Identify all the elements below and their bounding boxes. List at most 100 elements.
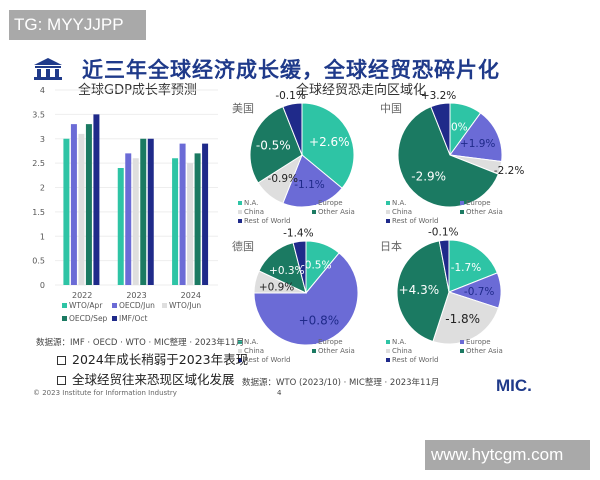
pie-data-label: -1.8% [445,312,480,326]
pie-data-label: +3.2% [421,90,456,102]
legend-swatch [386,358,390,362]
pie-slice-rest-of-world [430,102,451,156]
legend-label: Other Asia [318,208,355,216]
pie-data-label: +0.3% [269,265,304,277]
bar-oecd-sep-2023 [140,138,147,285]
legend-label: Rest of World [244,217,291,225]
bar-oecd-jun-2023 [125,153,132,285]
legend-swatch [460,340,464,344]
legend-swatch [460,349,464,353]
gdp-bar-chart: 0 0.5 1 1.5 2 2.5 3 3.5 4 2022 2023 2024 WTO/Apr OECD… [32,86,218,323]
legend-label: OECD/Sep [69,314,108,323]
legend-label: OECD/Jun [119,301,155,310]
legend-label: China [392,208,412,216]
copyright: © 2023 Institute for Information Industr… [33,389,177,397]
legend-label: IMF/Oct [119,314,148,323]
legend-swatch [312,349,316,353]
pie-data-label: -0.7% [464,286,494,298]
legend-label: Europe [466,338,491,346]
page-title: 近三年全球经济成长缓，全球经贸恐碎片化 [82,58,500,82]
bar-oecd-sep-2022 [85,124,92,285]
bar-wto-apr-2022 [63,138,70,285]
legend-label: Europe [318,199,343,207]
legend-swatch [312,201,316,205]
pie-title: 日本 [380,239,402,253]
pie-data-label: +4.3% [399,283,440,297]
pie-data-label: -2.9% [411,169,446,183]
legend-swatch [238,358,242,362]
legend-swatch [62,303,67,308]
pie-title: 中国 [380,102,402,115]
checkbox-icon [57,376,66,385]
pie-data-label: 0% [451,121,468,133]
legend-swatch [162,303,167,308]
y-tick-label: 4 [40,86,45,95]
legend-swatch [112,303,117,308]
pie-data-label: -0.1% [428,226,458,238]
bar-wto-jun-2023 [132,158,139,285]
pie-title: 德国 [232,239,254,253]
legend-swatch [386,340,390,344]
bar-oecd-jun-2024 [179,143,186,285]
legend-swatch [386,219,390,223]
bar-wto-jun-2022 [78,133,85,285]
legend-swatch [460,201,464,205]
x-tick-label: 2022 [72,291,92,300]
bar-wto-apr-2024 [172,158,179,285]
legend-label: N.A. [392,199,406,207]
pie-slice-rest-of-world [438,239,450,293]
legend-swatch [112,316,117,321]
pie-data-label: +2.6% [309,135,350,149]
pie-slice-rest-of-world [282,102,303,156]
legend-label: Other Asia [466,347,503,355]
legend-label: Rest of World [244,356,291,364]
bar-wto-jun-2024 [187,163,194,285]
legend-swatch [460,210,464,214]
bullet-text: 全球经贸往来恐现区域化发展 [72,372,235,387]
bar-oecd-jun-2022 [70,124,77,285]
pie-data-label: -2.2% [494,165,524,177]
legend-label: N.A. [244,338,258,346]
legend-label: Rest of World [392,356,439,364]
legend-swatch [386,349,390,353]
pie-data-label: +0.8% [299,313,340,327]
checkbox-icon [57,356,66,365]
pie-slice-n-a- [301,102,355,189]
bar-imf-oct-2023 [147,138,154,285]
pie-slice-other-asia [397,106,499,208]
bullet-text: 2024年成长稍弱于2023年表现 [72,352,249,367]
pie-0 [249,102,355,208]
legend-label: WTO/Apr [69,301,103,310]
legend-swatch [312,340,316,344]
legend-label: N.A. [244,199,258,207]
right-source: 数据源：WTO (2023/10) · MIC整理 · 2023年11月 [242,378,440,388]
legend-label: N.A. [392,338,406,346]
bar-oecd-sep-2024 [194,153,201,285]
y-tick-label: 1.5 [32,208,45,217]
pie-slice-europe [449,112,503,163]
pie-data-label: -0.5% [301,260,331,272]
pie-data-label: -0.5% [256,139,291,153]
legend-swatch [386,210,390,214]
legend-swatch [238,201,242,205]
legend-label: Other Asia [466,208,503,216]
y-tick-label: 2 [40,184,45,193]
pie-slice-china [432,291,500,345]
y-tick-label: 1 [40,232,45,241]
trade-pie-charts: 美国 +2.6% -1.1%-0.9% -0.5% -0.1% N.A. Europe Chi… [232,90,524,364]
legend-swatch [238,219,242,223]
page-number: 4 [277,389,282,397]
y-tick-label: 2.5 [32,159,45,168]
pie-data-label: -0.1% [275,90,305,102]
x-tick-label: 2023 [126,291,146,300]
pie-slice-n-a- [448,239,498,293]
pie-chart-title: 全球经贸恐走向区域化 [296,83,427,98]
x-tick-label: 2024 [181,291,201,300]
pie-slice-other-asia [249,106,303,184]
bullet-2: 全球经贸往来恐现区域化发展 [57,369,235,388]
pie-title: 美国 [232,102,254,115]
legend-swatch [238,349,242,353]
y-tick-label: 3.5 [32,110,45,119]
institution-icon [34,58,62,80]
pie-3 [396,239,502,345]
